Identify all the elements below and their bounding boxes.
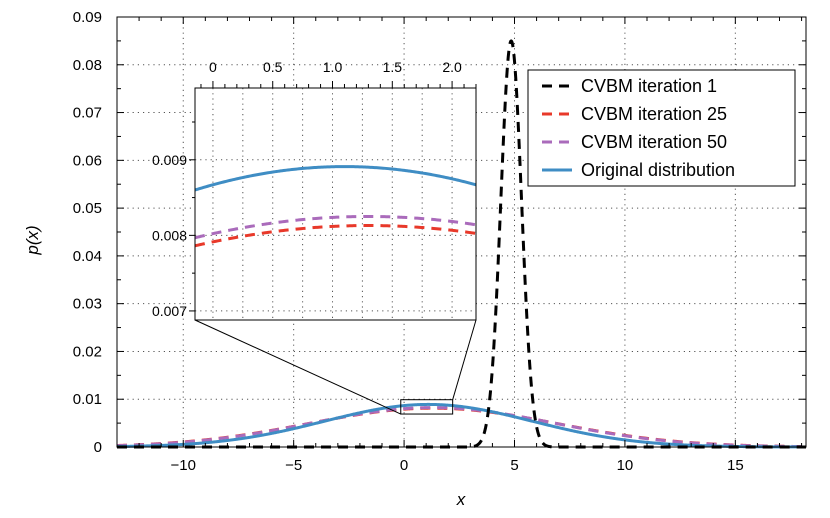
- inset-series-line-original-distribution: [195, 165, 476, 192]
- y-tick-label: 0.09: [73, 9, 102, 26]
- inset-x-tick-label: 0.5: [263, 59, 283, 75]
- x-tick-label: −10: [171, 457, 196, 474]
- legend-label-cvbm-iteration-25: CVBM iteration 25: [581, 104, 727, 124]
- legend-label-cvbm-iteration-1: CVBM iteration 1: [581, 76, 717, 96]
- inset-x-tick-label: 1.5: [383, 59, 403, 75]
- y-tick-label: 0.05: [73, 200, 102, 217]
- zoom-region-box: [400, 399, 454, 415]
- inset-series-line-cvbm-iteration-25: [195, 224, 476, 248]
- x-axis-label: x: [456, 490, 466, 509]
- inset-y-tick-label: 0.008: [152, 227, 187, 243]
- x-tick-label: −5: [285, 457, 302, 474]
- y-tick-label: 0.07: [73, 105, 102, 122]
- legend-label-original-distribution: Original distribution: [581, 160, 735, 180]
- legend-box: [527, 69, 796, 187]
- y-tick-label: 0.02: [73, 343, 102, 360]
- inset-series-lines: [195, 165, 476, 248]
- zoom-connector-right: [452, 319, 477, 400]
- inset-plot: 0 0.5 1.0 1.5 2.0 0.007 0.008 0.009: [152, 59, 477, 415]
- main-axis-ticks: −10 −5 0 5 10 15 0 0.01 0.02 0.03 0.04 0.05 0.06 0.07…: [73, 9, 806, 474]
- inset-x-tick-label: 0: [209, 59, 217, 75]
- x-tick-label: 10: [617, 457, 634, 474]
- y-tick-label: 0: [94, 439, 102, 456]
- y-tick-label: 0.06: [73, 152, 102, 169]
- y-tick-label: 0.03: [73, 296, 102, 313]
- legend: CVBM iteration 1 CVBM iteration 25 CVBM it…: [527, 69, 796, 187]
- series-line-original-distribution: [115, 402, 808, 449]
- inset-x-tick-label: 1.0: [323, 59, 343, 75]
- inset-series-line-cvbm-iteration-50: [195, 214, 476, 240]
- x-tick-label: 15: [727, 457, 744, 474]
- inset-background: [195, 88, 476, 320]
- y-axis-label: p(x): [23, 225, 42, 255]
- inset-frame: [194, 87, 477, 321]
- inset-y-tick-label: 0.007: [152, 303, 187, 319]
- series-line-cvbm-iteration-50: [115, 406, 808, 449]
- legend-label-cvbm-iteration-50: CVBM iteration 50: [581, 132, 727, 152]
- x-tick-label: 0: [400, 457, 408, 474]
- y-tick-label: 0.08: [73, 57, 102, 74]
- zoom-rectangle: [400, 399, 454, 415]
- zoom-connector-left: [194, 319, 401, 415]
- y-tick-label: 0.01: [73, 391, 102, 408]
- x-tick-label: 5: [510, 457, 518, 474]
- inset-y-tick-label: 0.009: [152, 152, 187, 168]
- y-tick-label: 0.04: [73, 248, 102, 265]
- inset-x-tick-label: 2.0: [442, 59, 462, 75]
